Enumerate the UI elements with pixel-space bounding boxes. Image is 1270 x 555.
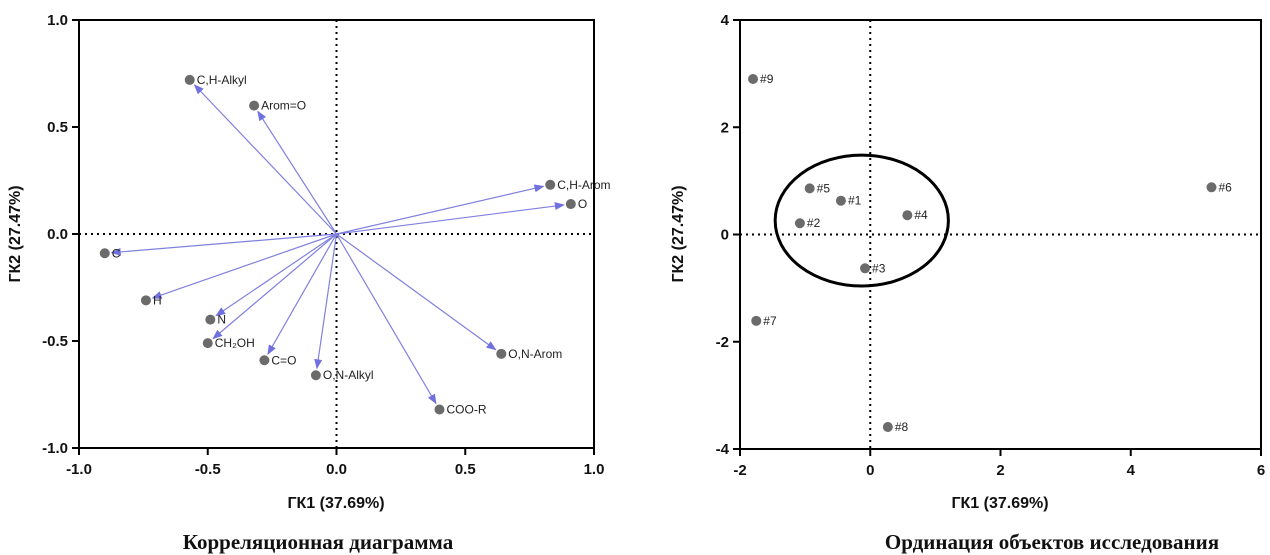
point-label: O — [578, 197, 587, 211]
point-label: #5 — [817, 181, 831, 195]
chart1-caption: Корреляционная диаграмма — [183, 530, 454, 554]
data-point — [140, 295, 151, 306]
data-point — [565, 199, 576, 210]
data-point — [1206, 182, 1217, 193]
chart2-points: #1 #2 #3 #4 #5 #6 #7 #8 #9 — [748, 72, 1232, 434]
loading-arrow — [212, 233, 337, 340]
y-tick-label: -4 — [716, 441, 730, 458]
point-label: C — [112, 246, 121, 260]
chart1-ticks: -1.0 -0.5 0.0 0.5 1.0 -1.0 -0.5 0.0 0.5 1.0 — [42, 12, 604, 478]
x-tick-label: 6 — [1257, 462, 1265, 479]
x-tick-label: 0.0 — [326, 461, 347, 478]
data-point — [794, 218, 805, 229]
x-tick-label: 4 — [1127, 462, 1136, 479]
chart1-points: C,H-Alkyl Arom=O C,H-Arom O C H N CH₂OH C=O O,N-A… — [99, 73, 611, 416]
data-point — [835, 195, 846, 206]
data-point — [310, 370, 321, 381]
loading-arrow — [151, 233, 337, 299]
loading-arrow — [336, 233, 497, 351]
point-label: COO-R — [447, 402, 487, 416]
chart2-caption: Ординация объектов исследования — [885, 530, 1219, 554]
point-label: O,N-Alkyl — [323, 368, 374, 382]
data-point — [902, 210, 913, 221]
data-point — [496, 348, 507, 359]
point-label: C,H-Alkyl — [197, 73, 247, 87]
loading-arrow — [257, 110, 338, 235]
loading-arrow — [336, 184, 545, 235]
x-tick-label: 0.5 — [455, 461, 476, 478]
point-label: CH₂OH — [215, 336, 255, 350]
x-tick-label: 2 — [996, 462, 1004, 479]
loading-arrow — [335, 233, 437, 405]
point-label: O,N-Arom — [508, 347, 562, 361]
y-tick-label: 0 — [721, 227, 729, 244]
y-tick-label: 4 — [721, 12, 730, 29]
data-point — [184, 74, 195, 85]
point-label: #4 — [914, 208, 928, 222]
y-tick-label: -0.5 — [42, 333, 68, 350]
data-point — [751, 315, 762, 326]
chart2-x-axis-title: ГК1 (37.69%) — [951, 495, 1048, 512]
chart2-zero-lines — [740, 20, 1261, 449]
point-label: C,H-Arom — [557, 178, 610, 192]
data-point — [545, 179, 556, 190]
y-tick-label: 2 — [721, 119, 729, 136]
data-point — [804, 183, 815, 194]
loading-arrow — [267, 233, 338, 356]
x-tick-label: -2 — [733, 462, 746, 479]
y-tick-label: -1.0 — [42, 440, 68, 457]
data-point — [259, 355, 270, 366]
point-label: H — [153, 293, 162, 307]
y-tick-label: 1.0 — [47, 12, 68, 29]
loading-arrow — [314, 233, 338, 370]
chart1-x-axis-title: ГК1 (37.69%) — [287, 495, 384, 512]
x-tick-label: 0 — [866, 462, 874, 479]
y-tick-label: 0.0 — [47, 226, 68, 243]
x-tick-label: 1.0 — [584, 461, 605, 478]
loading-arrow — [193, 84, 337, 235]
chart2-highlight-ellipse-group — [773, 153, 950, 288]
data-point — [748, 73, 759, 84]
point-label: N — [217, 313, 226, 327]
y-tick-label: -2 — [716, 334, 729, 351]
data-point — [249, 100, 260, 111]
data-point — [205, 314, 216, 325]
highlight-ellipse — [773, 153, 950, 288]
point-label: C=O — [271, 353, 296, 367]
x-tick-label: -0.5 — [195, 461, 221, 478]
data-point — [99, 248, 110, 259]
data-point — [882, 422, 893, 433]
x-tick-label: -1.0 — [66, 461, 92, 478]
point-label: #1 — [848, 194, 862, 208]
point-label: #8 — [895, 420, 909, 434]
chart1-arrows — [110, 84, 565, 405]
loading-arrow — [110, 233, 337, 256]
point-label: #2 — [807, 216, 821, 230]
point-label: #9 — [760, 72, 774, 86]
loading-arrow — [336, 202, 565, 235]
y-tick-label: 0.5 — [47, 119, 68, 136]
chart1-y-axis-title: ГК2 (27.47%) — [7, 185, 24, 282]
data-point — [202, 338, 213, 349]
chart1-zero-lines — [79, 20, 594, 448]
point-label: #3 — [872, 261, 886, 275]
correlation-chart: -1.0 -0.5 0.0 0.5 1.0 -1.0 -0.5 0.0 0.5 1.0 C,H-A… — [7, 12, 611, 554]
point-label: Arom=O — [261, 99, 306, 113]
data-point — [860, 263, 871, 274]
point-label: #7 — [763, 314, 777, 328]
loading-arrow — [215, 233, 337, 317]
point-label: #6 — [1219, 180, 1233, 194]
chart2-y-axis-title: ГК2 (27.47%) — [670, 185, 687, 282]
data-point — [434, 404, 445, 415]
